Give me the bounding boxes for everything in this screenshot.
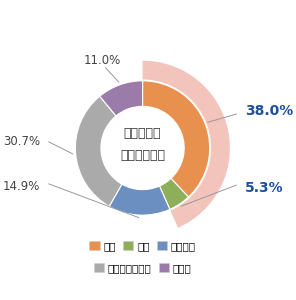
- Text: 5.3%: 5.3%: [245, 181, 283, 195]
- Text: 14.9%: 14.9%: [3, 180, 41, 194]
- Legend: 現金・預貯金等, その他: 現金・預貯金等, その他: [94, 263, 192, 273]
- Text: 相続財産の
金額の構成比: 相続財産の 金額の構成比: [120, 127, 165, 162]
- Wedge shape: [100, 81, 143, 116]
- Wedge shape: [75, 96, 122, 206]
- Text: 11.0%: 11.0%: [84, 54, 121, 67]
- Wedge shape: [109, 184, 170, 215]
- Wedge shape: [170, 198, 202, 228]
- Wedge shape: [143, 61, 230, 212]
- Wedge shape: [160, 178, 189, 209]
- Wedge shape: [143, 81, 210, 197]
- Text: 38.0%: 38.0%: [245, 104, 293, 118]
- Text: 30.7%: 30.7%: [3, 135, 41, 148]
